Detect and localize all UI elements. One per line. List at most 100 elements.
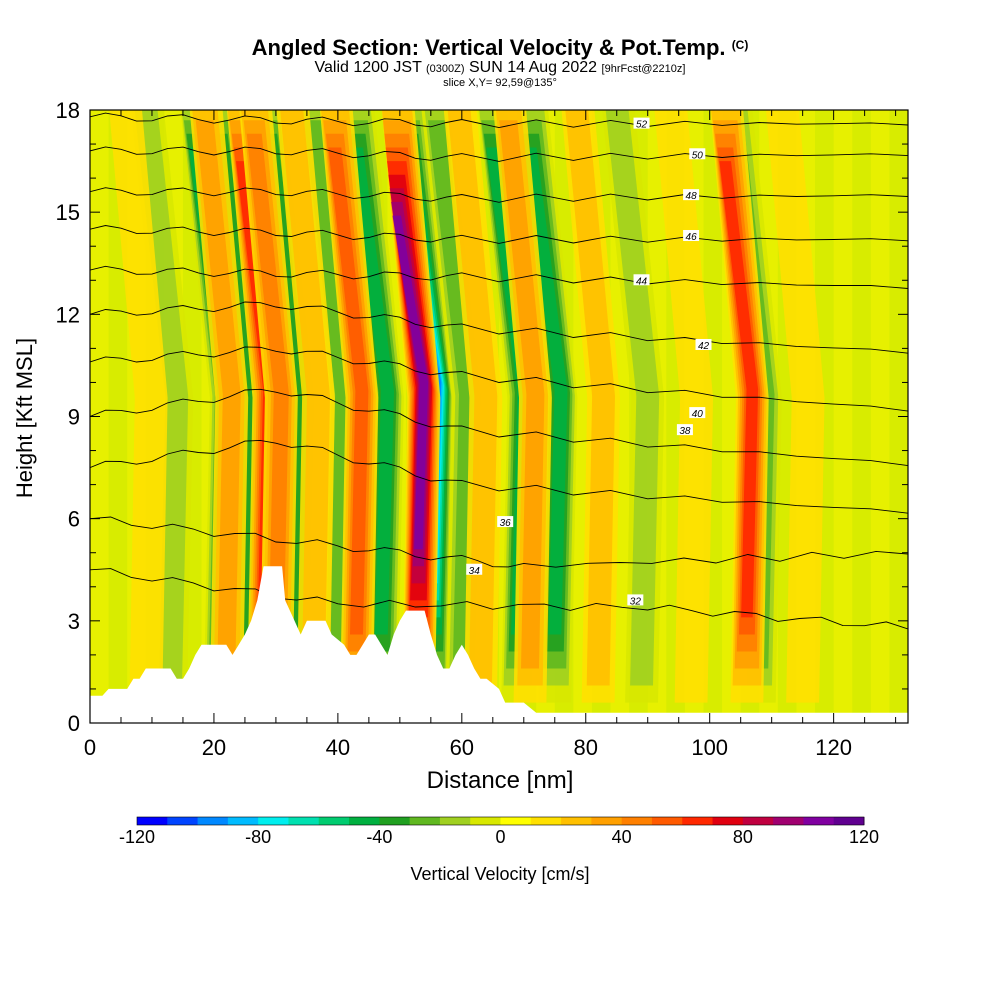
slice-info: slice X,Y= 92,59@135° (443, 77, 557, 89)
contour-label-bg (497, 516, 514, 528)
contour-label-bg (683, 230, 700, 242)
colorbar-swatch (349, 817, 380, 825)
contour-label: 32 (630, 596, 642, 607)
theta-contour-40 (90, 346, 908, 412)
theta-contour-50 (90, 146, 908, 162)
colorbar-swatch (470, 817, 501, 825)
downdraft-band (605, 110, 660, 686)
contour-label-bg (683, 189, 700, 201)
chart-subtitle: Valid 1200 JST (0300Z) SUN 14 Aug 2022 [… (0, 59, 1000, 77)
downdraft-band (350, 147, 394, 635)
downdraft-band (212, 133, 259, 652)
colorbar-swatch (439, 817, 471, 825)
colorbar-swatch (591, 817, 623, 825)
field-band (833, 110, 853, 723)
updraft-band (719, 161, 759, 618)
colorbar-swatch (651, 817, 683, 825)
y-tick-label: 0 (68, 711, 80, 736)
contour-label-bg (633, 274, 650, 286)
colorbar-swatch (500, 817, 532, 825)
updraft-band (565, 110, 615, 686)
colorbar-tick-label: -40 (366, 827, 392, 847)
colorbar-swatch (773, 817, 804, 825)
updraft-band (766, 110, 825, 703)
terrain-mask (90, 566, 908, 723)
colorbar-swatch (712, 817, 744, 825)
theta-contour-32 (90, 568, 908, 630)
colorbar-swatch (561, 817, 592, 825)
contour-label-bg (689, 407, 706, 419)
colorbar-swatch (409, 817, 441, 825)
contour-label: 52 (636, 120, 648, 131)
updraft-band (246, 133, 289, 652)
y-tick-label: 6 (68, 507, 80, 532)
contour-label-bg (633, 117, 650, 129)
downdraft-band (428, 120, 477, 669)
chart-title: Angled Section: Vertical Velocity & Pot.… (0, 35, 1000, 61)
updraft-band (499, 120, 545, 669)
colorbar-tick-label: 80 (733, 827, 753, 847)
contour-label: 50 (692, 150, 704, 161)
x-tick-label: 60 (450, 735, 474, 760)
valid-date: SUN 14 Aug 2022 (468, 59, 598, 76)
field-band (870, 110, 890, 723)
contour-label-bg (466, 563, 483, 575)
colorbar-swatch (167, 817, 199, 825)
x-tick-label: 120 (815, 735, 852, 760)
theta-contour-44 (90, 265, 908, 289)
theta-contour-34 (90, 516, 908, 568)
y-tick-label: 9 (68, 405, 80, 430)
colorbar-swatch (682, 817, 714, 825)
colorbar-swatch (379, 817, 411, 825)
y-tick-label: 12 (56, 302, 80, 327)
contour-label: 36 (500, 518, 512, 529)
updraft-band (447, 110, 498, 686)
updraft-band (109, 110, 168, 703)
contour-label: 38 (679, 426, 691, 437)
y-tick-label: 18 (56, 98, 80, 123)
colorbar-tick-label: -120 (119, 827, 155, 847)
y-axis-label: Height [Kft MSL] (12, 337, 37, 499)
downdraft-band (134, 110, 189, 686)
contour-label: 34 (469, 566, 481, 577)
colorbar-swatch (197, 817, 229, 825)
colorbar-swatch (227, 817, 259, 825)
valid-time: Valid 1200 JST (314, 59, 422, 76)
colorbar-swatch (137, 817, 168, 825)
colorbar: -120 -80 -40 0 40 80 120 (119, 816, 879, 847)
updraft-band (195, 120, 241, 669)
valid-utc: (0300Z) (426, 63, 465, 75)
updraft-band (328, 147, 369, 635)
contour-label: 48 (686, 191, 698, 202)
colorbar-swatch (803, 817, 835, 825)
colorbar-tick-label: -80 (245, 827, 271, 847)
chart-title-text: Angled Section: Vertical Velocity & Pot.… (251, 35, 726, 60)
colorbar-label: Vertical Velocity [cm/s] (410, 864, 590, 884)
colorbar-swatch (318, 817, 350, 825)
contour-label-bg (695, 338, 712, 350)
downdraft-band (304, 120, 354, 669)
downdraft-band (262, 133, 309, 652)
colorbar-swatch (530, 817, 562, 825)
chart-title-suffix: (C) (731, 38, 749, 52)
contour-label: 44 (636, 276, 648, 287)
colorbar-tick-label: 40 (612, 827, 632, 847)
colorbar-frame (136, 816, 865, 826)
colorbar-tick-label: 120 (849, 827, 879, 847)
theta-contour-42 (90, 301, 908, 354)
contour-label: 42 (698, 341, 710, 352)
contour-label-bg (689, 148, 706, 160)
forecast-info: [9hrFcst@2210z] (601, 63, 686, 75)
updraft-band (392, 215, 429, 550)
colorbar-tick-label: 0 (495, 827, 505, 847)
contour-label: 46 (686, 232, 698, 243)
colorbar-swatch (833, 817, 865, 825)
colorbar-swatch (621, 817, 653, 825)
colorbar-swatch (288, 817, 320, 825)
y-tick-label: 15 (56, 200, 80, 225)
x-tick-label: 0 (84, 735, 96, 760)
